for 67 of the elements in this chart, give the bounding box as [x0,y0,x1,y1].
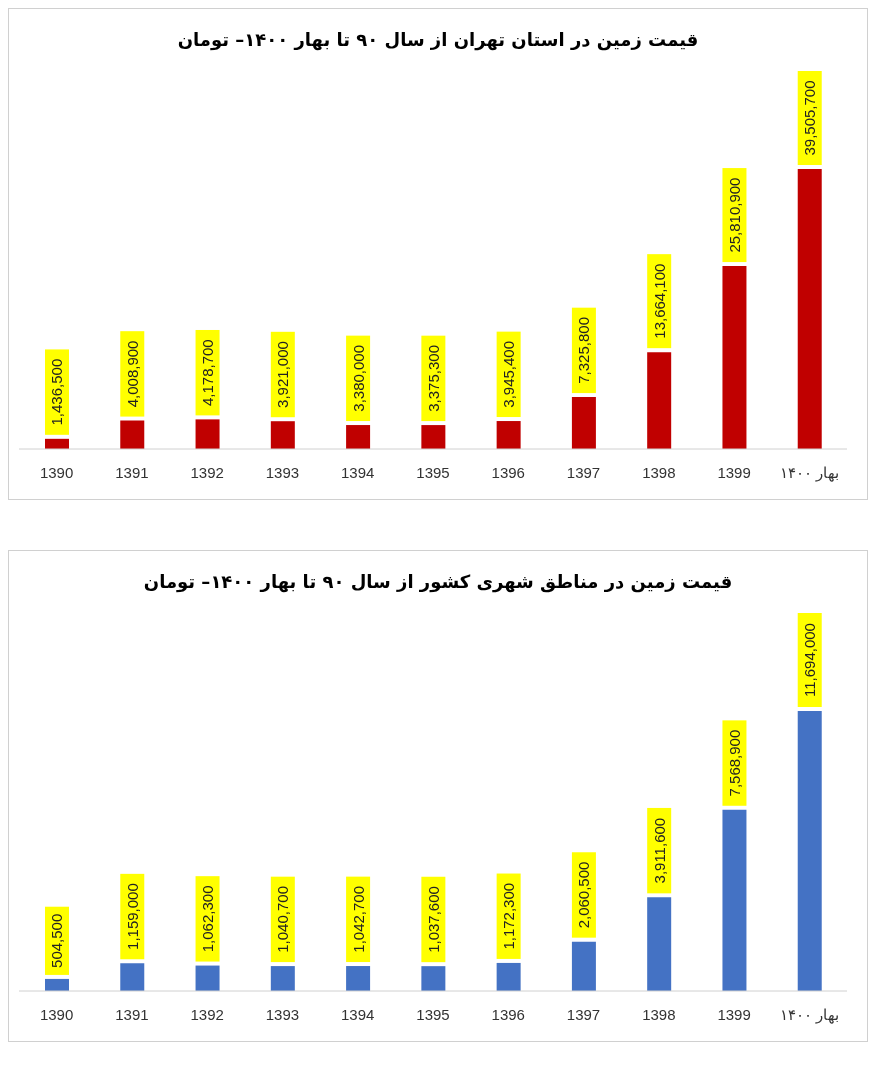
x-tick-label: 1392 [190,1005,224,1023]
bar [270,421,295,449]
data-label: 1,042,700 [349,885,367,953]
bar [195,965,220,991]
x-tick-label: 1393 [265,1005,300,1023]
data-label: 25,810,900 [725,177,743,253]
bar [195,419,220,449]
data-label: 3,380,000 [349,344,367,412]
data-label: 13,664,100 [650,263,668,339]
bar [571,941,596,991]
x-tick-label: 1397 [566,463,601,481]
x-tick-label: 1397 [566,1005,601,1023]
bar [496,962,521,991]
bar [346,425,371,449]
data-label: 4,178,700 [199,339,217,407]
chart-title: قیمت زمین در استان تهران از سال ۹۰ تا بهار ۱۴۰۰– تومان [176,28,700,53]
data-label: 2,060,500 [575,861,593,929]
x-tick-label: 1396 [491,1005,525,1023]
x-tick-label: 1394 [341,1005,375,1023]
x-tick-label: 1393 [265,463,300,481]
x-tick-label: 1396 [491,463,525,481]
bar [571,397,596,449]
bar [120,420,145,449]
data-label: 4,008,900 [123,340,141,408]
x-tick-label: 1398 [642,1005,676,1023]
x-tick-label: بهار ۱۴۰۰ [779,463,839,482]
data-label: 1,159,000 [123,883,141,950]
x-tick-label: 1390 [39,1005,74,1023]
bar [45,978,69,991]
data-label: 7,325,800 [575,317,593,384]
bar [421,425,446,449]
data-label: 3,945,400 [500,340,518,408]
bar [270,966,295,991]
x-tick-label: 1391 [115,1005,149,1023]
bar [647,352,672,449]
x-tick-label: 1399 [717,1005,751,1023]
bar [722,809,747,991]
bar [797,169,822,449]
data-label: 1,172,300 [500,882,518,950]
x-tick-label: 1394 [341,463,375,481]
x-tick-label: 1395 [416,463,450,481]
data-label: 3,921,000 [274,341,292,408]
x-tick-label: 1390 [39,463,74,481]
data-label: 504,500 [48,913,66,968]
data-label: 7,568,900 [725,729,743,797]
bar [647,897,672,991]
bar [421,966,446,991]
x-tick-label: بهار ۱۴۰۰ [779,1005,839,1024]
bar [797,711,822,991]
data-label: 1,436,500 [48,358,66,426]
bar [722,266,747,449]
x-tick-label: 1398 [642,463,676,481]
data-label: 1,062,300 [199,885,217,953]
x-tick-label: 1395 [416,1005,450,1023]
x-tick-label: 1391 [115,463,149,481]
bar [120,963,145,991]
data-label: 3,375,300 [424,345,442,412]
bar [496,421,521,449]
x-tick-label: 1399 [717,463,751,481]
bar [346,966,371,991]
chart-title: قیمت زمین در مناطق شهری کشور از سال ۹۰ تا بهار ۱۴۰۰– تومان [142,570,734,595]
data-label: 39,505,700 [801,80,819,156]
x-tick-label: 1392 [190,463,224,481]
data-label: 1,037,600 [424,886,442,953]
data-label: 3,911,600 [650,817,668,884]
data-label: 11,694,000 [801,623,819,697]
data-label: 1,040,700 [274,886,292,953]
